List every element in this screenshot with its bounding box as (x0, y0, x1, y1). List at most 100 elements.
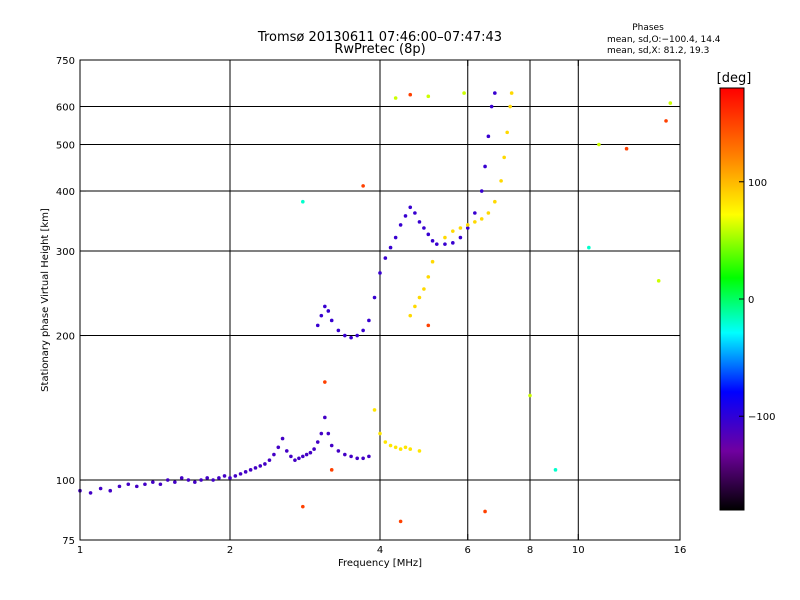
y-tick-label: 300 (56, 247, 75, 258)
colorbar-ticks: 100 0 −100 (739, 178, 775, 423)
data-point (413, 304, 417, 309)
data-point (98, 486, 103, 491)
data-point (422, 226, 426, 230)
data-point (193, 480, 197, 484)
data-point (378, 431, 382, 436)
data-point (443, 235, 447, 240)
x-tick-labels: 1 2 4 6 8 10 16 (77, 545, 687, 556)
data-point (326, 431, 331, 436)
data-point (199, 478, 203, 482)
data-point (349, 454, 353, 459)
data-point (597, 142, 601, 147)
x-tick-label: 1 (77, 545, 83, 556)
stats-x-line: mean, sd,X: 81.2, 19.3 (607, 46, 709, 56)
x-tick-label: 10 (572, 545, 585, 556)
data-point (143, 482, 147, 487)
data-point (430, 259, 435, 264)
data-point (323, 304, 327, 309)
y-axis-label: Stationary phase Virtual Height [km] (40, 208, 51, 392)
data-point (479, 189, 484, 193)
data-point (443, 242, 447, 246)
data-point (664, 119, 668, 123)
y-tick-label: 200 (56, 332, 75, 343)
data-point (258, 464, 263, 468)
data-point (179, 476, 184, 480)
data-point (393, 445, 398, 450)
x-tick-label: 4 (377, 545, 383, 556)
data-point (422, 287, 426, 291)
data-point (408, 313, 413, 318)
data-point (508, 104, 512, 109)
data-point (211, 478, 215, 482)
data-point (417, 295, 422, 300)
data-point (205, 476, 209, 480)
data-point (509, 91, 514, 95)
data-point (451, 229, 455, 233)
data-point (267, 458, 272, 462)
data-point (165, 478, 170, 482)
data-point (243, 470, 248, 474)
data-point (355, 456, 359, 461)
data-point (656, 279, 661, 283)
colorbar-tick-label: 100 (748, 178, 767, 189)
data-point (417, 449, 422, 453)
data-point (276, 445, 281, 450)
data-point (486, 134, 491, 139)
data-point (222, 474, 227, 478)
data-point (417, 220, 422, 224)
data-point (319, 313, 324, 318)
data-point (378, 271, 382, 275)
data-point (502, 155, 506, 160)
data-point (329, 468, 334, 472)
data-point (228, 476, 232, 480)
data-point (304, 452, 309, 457)
data-point (408, 205, 413, 210)
data-point (253, 466, 258, 470)
data-point (315, 323, 320, 328)
data-point (465, 223, 470, 227)
data-point (493, 199, 497, 204)
y-tick-label: 500 (56, 141, 75, 152)
data-point (134, 484, 139, 489)
data-point (361, 328, 365, 333)
data-point (186, 478, 191, 482)
y-tick-label: 100 (56, 476, 75, 487)
y-tick-label: 750 (56, 56, 75, 67)
data-point (308, 450, 313, 455)
data-point (323, 415, 327, 420)
data-point (398, 519, 403, 524)
data-point (372, 408, 377, 412)
data-point (403, 214, 408, 218)
x-tick-label: 16 (674, 545, 687, 556)
data-point (430, 239, 435, 243)
data-point (553, 468, 558, 472)
data-point (372, 295, 377, 300)
y-tick-label: 600 (56, 103, 75, 114)
data-point (426, 323, 431, 328)
data-point (272, 452, 276, 457)
data-point (233, 474, 238, 478)
data-point (479, 217, 484, 221)
data-point (323, 380, 327, 384)
data-point (284, 449, 289, 453)
data-points (78, 91, 673, 524)
data-point (458, 226, 463, 230)
data-point (248, 468, 253, 472)
data-point (361, 184, 365, 188)
stats-o-line: mean, sd,O:−100.4, 14.4 (607, 35, 721, 45)
data-point (434, 242, 439, 246)
data-point (301, 504, 305, 509)
data-point (343, 452, 347, 457)
data-point (398, 447, 403, 451)
data-point (473, 211, 477, 215)
y-tick-labels: 75 100 200 300 400 500 600 750 (56, 56, 75, 547)
data-point (336, 449, 341, 453)
data-point (315, 440, 320, 444)
data-point (355, 333, 359, 338)
data-point (408, 92, 413, 97)
data-point (301, 454, 305, 459)
data-point (383, 440, 388, 444)
data-point (289, 454, 293, 459)
x-tick-label: 8 (527, 545, 533, 556)
data-point (367, 318, 371, 323)
